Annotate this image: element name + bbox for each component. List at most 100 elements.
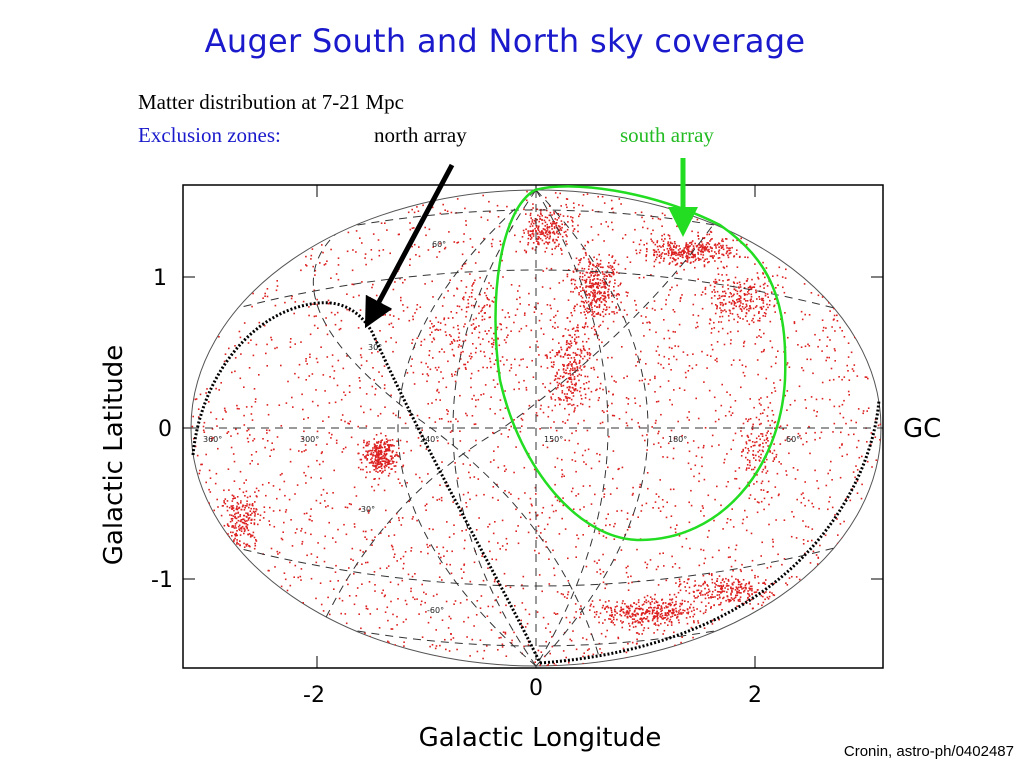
galaxy-point bbox=[643, 335, 645, 337]
galaxy-point bbox=[736, 313, 739, 316]
galaxy-point bbox=[702, 507, 704, 509]
galaxy-point bbox=[748, 307, 750, 310]
galaxy-point bbox=[389, 252, 391, 255]
galaxy-point bbox=[296, 528, 298, 530]
galaxy-point bbox=[628, 607, 630, 610]
galaxy-point bbox=[559, 233, 562, 236]
galaxy-point bbox=[254, 513, 256, 515]
galaxy-point bbox=[358, 294, 360, 297]
galaxy-point bbox=[482, 306, 485, 308]
galaxy-point bbox=[406, 372, 409, 374]
galaxy-point bbox=[665, 303, 667, 306]
galaxy-point bbox=[588, 308, 591, 310]
galaxy-point bbox=[557, 384, 559, 387]
galaxy-point bbox=[611, 256, 613, 258]
galaxy-point bbox=[615, 307, 617, 309]
galaxy-point bbox=[558, 351, 561, 354]
galaxy-point bbox=[755, 289, 757, 292]
galaxy-point bbox=[603, 281, 606, 284]
galaxy-point bbox=[566, 215, 569, 218]
galaxy-point bbox=[688, 501, 690, 504]
galaxy-point bbox=[714, 359, 717, 361]
galaxy-point bbox=[722, 253, 724, 256]
galaxy-point bbox=[561, 458, 563, 461]
galaxy-point bbox=[607, 606, 610, 609]
galaxy-point bbox=[763, 348, 765, 351]
galaxy-point bbox=[733, 255, 736, 257]
galaxy-point bbox=[621, 626, 624, 629]
galaxy-point bbox=[720, 260, 722, 263]
galaxy-point bbox=[629, 526, 631, 528]
galaxy-point bbox=[459, 440, 462, 442]
galaxy-point bbox=[409, 264, 411, 266]
galaxy-point bbox=[453, 603, 455, 605]
galaxy-point bbox=[567, 299, 570, 301]
galaxy-point bbox=[373, 571, 376, 573]
galaxy-point bbox=[687, 370, 690, 372]
galaxy-point bbox=[775, 519, 777, 521]
galaxy-point bbox=[222, 418, 224, 420]
galaxy-point bbox=[551, 645, 554, 648]
galaxy-point bbox=[464, 207, 466, 210]
galaxy-point bbox=[501, 519, 504, 522]
galaxy-point bbox=[387, 459, 390, 461]
galaxy-point bbox=[794, 478, 797, 480]
galaxy-point bbox=[691, 253, 694, 256]
exclusion-zones-caption: Exclusion zones: bbox=[138, 123, 281, 147]
galaxy-point bbox=[384, 460, 387, 463]
galaxy-point bbox=[486, 298, 489, 300]
galaxy-point bbox=[665, 605, 667, 608]
galaxy-point bbox=[860, 497, 863, 500]
galaxy-point bbox=[607, 291, 609, 293]
galaxy-point bbox=[804, 481, 806, 483]
galaxy-point bbox=[733, 300, 735, 303]
galaxy-point bbox=[388, 641, 390, 644]
galaxy-point bbox=[711, 573, 713, 575]
galaxy-point bbox=[682, 256, 684, 259]
galaxy-point bbox=[391, 439, 394, 441]
galaxy-point bbox=[324, 390, 326, 392]
galaxy-point bbox=[478, 251, 480, 254]
galaxy-point bbox=[366, 459, 368, 461]
galaxy-point bbox=[718, 585, 721, 587]
galaxy-point bbox=[761, 541, 763, 544]
galaxy-point bbox=[822, 329, 824, 332]
galaxy-point bbox=[602, 604, 604, 607]
galaxy-point bbox=[313, 315, 316, 318]
galaxy-point bbox=[869, 443, 872, 446]
galaxy-point bbox=[506, 542, 508, 545]
galaxy-point bbox=[230, 505, 233, 507]
galaxy-point bbox=[272, 485, 275, 487]
galaxy-point bbox=[240, 530, 243, 532]
galaxy-point bbox=[802, 492, 804, 494]
galaxy-point bbox=[511, 639, 513, 642]
galaxy-point bbox=[254, 491, 256, 493]
galaxy-point bbox=[475, 317, 477, 320]
galaxy-point bbox=[848, 394, 850, 396]
galaxy-point bbox=[589, 485, 591, 487]
galaxy-point bbox=[778, 493, 780, 496]
galaxy-point bbox=[242, 504, 244, 507]
galaxy-point bbox=[617, 636, 619, 639]
galaxy-point bbox=[428, 354, 430, 357]
galaxy-point bbox=[315, 389, 317, 391]
galaxy-point bbox=[438, 498, 441, 501]
galaxy-point bbox=[547, 623, 550, 625]
galaxy-point bbox=[564, 422, 567, 424]
galaxy-point bbox=[748, 323, 751, 326]
galaxy-point bbox=[562, 363, 564, 366]
galaxy-point bbox=[366, 441, 368, 444]
galaxy-point bbox=[473, 423, 476, 426]
galaxy-point bbox=[493, 332, 495, 335]
galaxy-point bbox=[316, 298, 318, 301]
galaxy-point bbox=[639, 607, 642, 610]
galaxy-point bbox=[757, 276, 759, 279]
galaxy-point bbox=[732, 239, 734, 242]
galaxy-point bbox=[226, 500, 229, 502]
galaxy-point bbox=[617, 468, 619, 471]
galaxy-point bbox=[663, 355, 666, 358]
galaxy-point bbox=[596, 300, 598, 302]
galaxy-point bbox=[361, 583, 363, 585]
galaxy-point bbox=[670, 369, 672, 371]
galaxy-point bbox=[601, 294, 603, 297]
